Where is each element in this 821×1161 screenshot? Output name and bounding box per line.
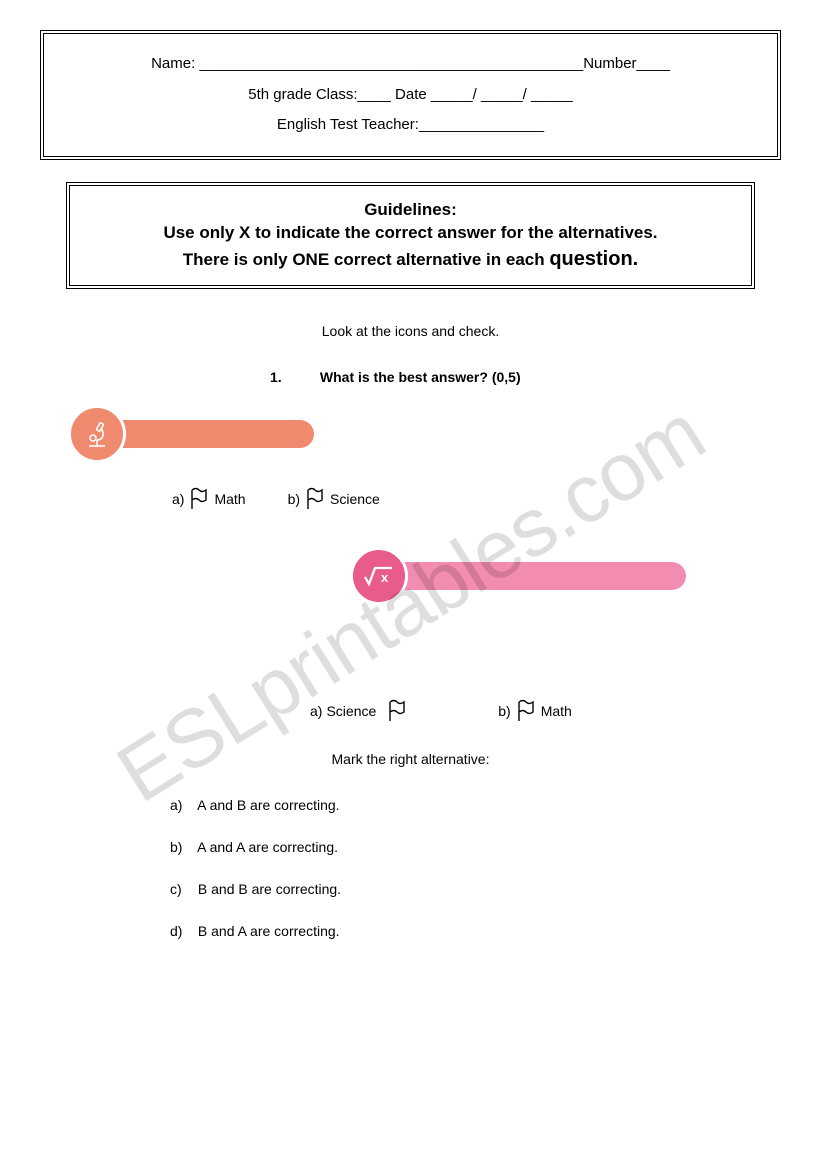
option-2b[interactable]: b) Math <box>498 699 572 723</box>
alt-letter: b) <box>170 839 194 855</box>
sqrt-icon: x <box>350 547 408 605</box>
guidelines-line-2a: There is only ONE correct alternative in… <box>183 250 550 269</box>
name-label: Name: <box>151 55 199 72</box>
mark-alternative-title: Mark the right alternative: <box>40 751 781 767</box>
option-label: Science <box>326 703 376 719</box>
header-box: Name: __________________________________… <box>40 30 781 160</box>
checkbox-flag-icon[interactable] <box>386 699 408 723</box>
guidelines-title: Guidelines: <box>90 198 731 222</box>
microscope-icon <box>68 405 126 463</box>
alternative-c[interactable]: c) B and B are correcting. <box>170 881 781 897</box>
alternatives-list: a) A and B are correcting. b) A and A ar… <box>170 797 781 939</box>
guidelines-question-word: question. <box>549 248 638 270</box>
alt-text: B and A are correcting. <box>198 923 340 939</box>
subject-bar-science <box>68 405 781 463</box>
question-title: 1. What is the best answer? (0,5) <box>270 369 781 385</box>
question-text: What is the best answer? (0,5) <box>320 369 521 385</box>
question-number: 1. <box>270 369 316 385</box>
checkbox-flag-icon[interactable] <box>188 487 210 511</box>
subject-bar-math: x <box>350 547 781 605</box>
options-row-2: a) Science b) Math <box>310 699 781 723</box>
option-1b[interactable]: b) Science <box>288 487 380 511</box>
subject-bar-fill-2 <box>386 562 686 590</box>
guidelines-line-2: There is only ONE correct alternative in… <box>90 245 731 273</box>
alt-text: A and B are correcting. <box>197 797 339 813</box>
alt-letter: a) <box>170 797 194 813</box>
alt-letter: d) <box>170 923 194 939</box>
option-label: Math <box>214 491 245 507</box>
alt-text: A and A are correcting. <box>197 839 338 855</box>
option-letter: a) <box>172 491 184 507</box>
option-1a[interactable]: a) Math <box>172 487 246 511</box>
options-row-1: a) Math b) Science <box>172 487 781 511</box>
alternative-b[interactable]: b) A and A are correcting. <box>170 839 781 855</box>
checkbox-flag-icon[interactable] <box>304 487 326 511</box>
instruction-text: Look at the icons and check. <box>40 323 781 339</box>
header-line-1: Name: __________________________________… <box>64 50 757 79</box>
option-letter: b) <box>498 703 510 719</box>
header-line-2: 5th grade Class:____ Date _____/ _____/ … <box>64 81 757 110</box>
number-label: Number____ <box>583 55 670 72</box>
svg-text:x: x <box>381 570 389 585</box>
subject-bar-fill-1 <box>104 420 314 448</box>
checkbox-flag-icon[interactable] <box>515 699 537 723</box>
guidelines-box: Guidelines: Use only X to indicate the c… <box>66 182 755 290</box>
header-line-3: English Test Teacher:_______________ <box>64 111 757 140</box>
option-2a[interactable]: a) Science <box>310 699 408 723</box>
option-letter: a) <box>310 703 322 719</box>
alt-text: B and B are correcting. <box>198 881 341 897</box>
alternative-d[interactable]: d) B and A are correcting. <box>170 923 781 939</box>
worksheet-page: Name: __________________________________… <box>0 0 821 995</box>
option-label: Math <box>541 703 572 719</box>
alternative-a[interactable]: a) A and B are correcting. <box>170 797 781 813</box>
option-label: Science <box>330 491 380 507</box>
name-blank[interactable]: ________________________________________… <box>199 55 583 72</box>
guidelines-line-1: Use only X to indicate the correct answe… <box>90 221 731 245</box>
option-letter: b) <box>288 491 300 507</box>
alt-letter: c) <box>170 881 194 897</box>
